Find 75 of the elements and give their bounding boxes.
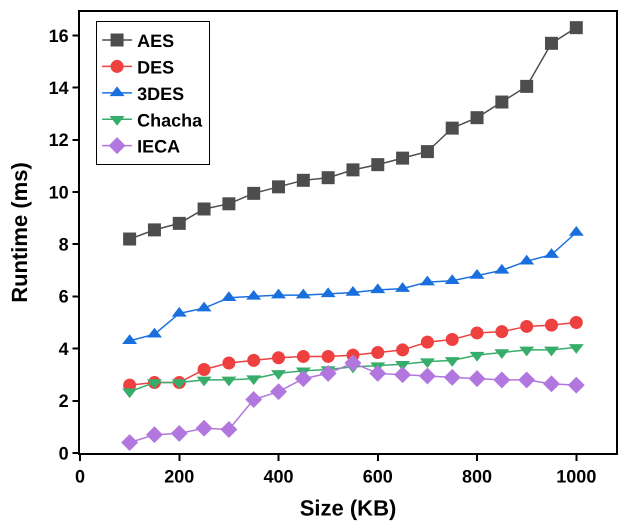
legend-label: DES xyxy=(137,57,174,78)
y-tick-label: 4 xyxy=(58,338,69,359)
point xyxy=(568,376,585,394)
point xyxy=(570,21,583,34)
point xyxy=(468,370,486,388)
x-tick-label: 1000 xyxy=(556,466,596,486)
legend-label: IECA xyxy=(137,136,180,157)
point xyxy=(296,350,310,363)
point xyxy=(170,424,188,442)
point xyxy=(294,370,312,388)
point xyxy=(470,326,484,340)
point xyxy=(344,354,362,372)
point xyxy=(544,36,558,50)
x-axis-title: Size (KB) xyxy=(300,496,396,521)
point xyxy=(247,186,260,200)
point xyxy=(220,421,238,438)
point xyxy=(394,366,412,384)
point xyxy=(444,368,461,386)
point xyxy=(172,216,186,230)
point xyxy=(369,364,386,382)
legend-label: Chacha xyxy=(137,110,204,130)
point xyxy=(371,158,384,172)
point xyxy=(322,171,335,184)
y-tick-label: 14 xyxy=(48,78,69,98)
point xyxy=(198,363,211,376)
point xyxy=(520,320,534,333)
point xyxy=(518,371,536,388)
point xyxy=(446,332,459,346)
point xyxy=(272,351,286,364)
point xyxy=(495,325,508,338)
x-tick-label: 200 xyxy=(164,466,194,486)
point xyxy=(396,343,410,356)
point xyxy=(371,346,384,360)
point xyxy=(222,356,236,370)
point xyxy=(123,232,136,246)
y-tick-label: 0 xyxy=(58,443,69,464)
point xyxy=(270,383,287,400)
point xyxy=(198,202,211,216)
point xyxy=(470,111,484,124)
point xyxy=(493,371,510,388)
x-tick-label: 800 xyxy=(462,466,492,486)
point xyxy=(420,336,434,349)
legend-label: AES xyxy=(137,31,174,52)
point xyxy=(418,368,436,384)
x-tick-label: 600 xyxy=(362,466,393,486)
y-tick-label: 10 xyxy=(48,182,69,202)
point xyxy=(121,434,138,452)
point xyxy=(222,197,236,210)
point xyxy=(245,391,262,408)
point xyxy=(322,350,335,363)
point xyxy=(346,163,360,176)
point xyxy=(570,316,583,330)
y-tick-label: 2 xyxy=(58,391,69,412)
point xyxy=(544,318,558,332)
point xyxy=(396,152,410,165)
x-tick-label: 400 xyxy=(263,466,294,486)
point xyxy=(320,364,337,382)
y-tick-label: 16 xyxy=(48,26,69,46)
point xyxy=(543,375,560,392)
y-axis-title: Runtime (ms) xyxy=(6,162,32,303)
point xyxy=(420,145,434,158)
x-tick-label: 0 xyxy=(74,466,86,486)
y-tick-label: 12 xyxy=(48,130,69,150)
point xyxy=(495,96,508,109)
point xyxy=(247,354,260,367)
point xyxy=(148,223,161,236)
point xyxy=(146,426,163,444)
y-tick-label: 6 xyxy=(58,286,69,307)
point xyxy=(446,122,459,135)
y-tick-label: 8 xyxy=(58,234,69,255)
legend-label: 3DES xyxy=(137,84,184,104)
point xyxy=(296,174,310,187)
point xyxy=(196,420,213,437)
point xyxy=(272,180,286,194)
point xyxy=(520,80,534,93)
